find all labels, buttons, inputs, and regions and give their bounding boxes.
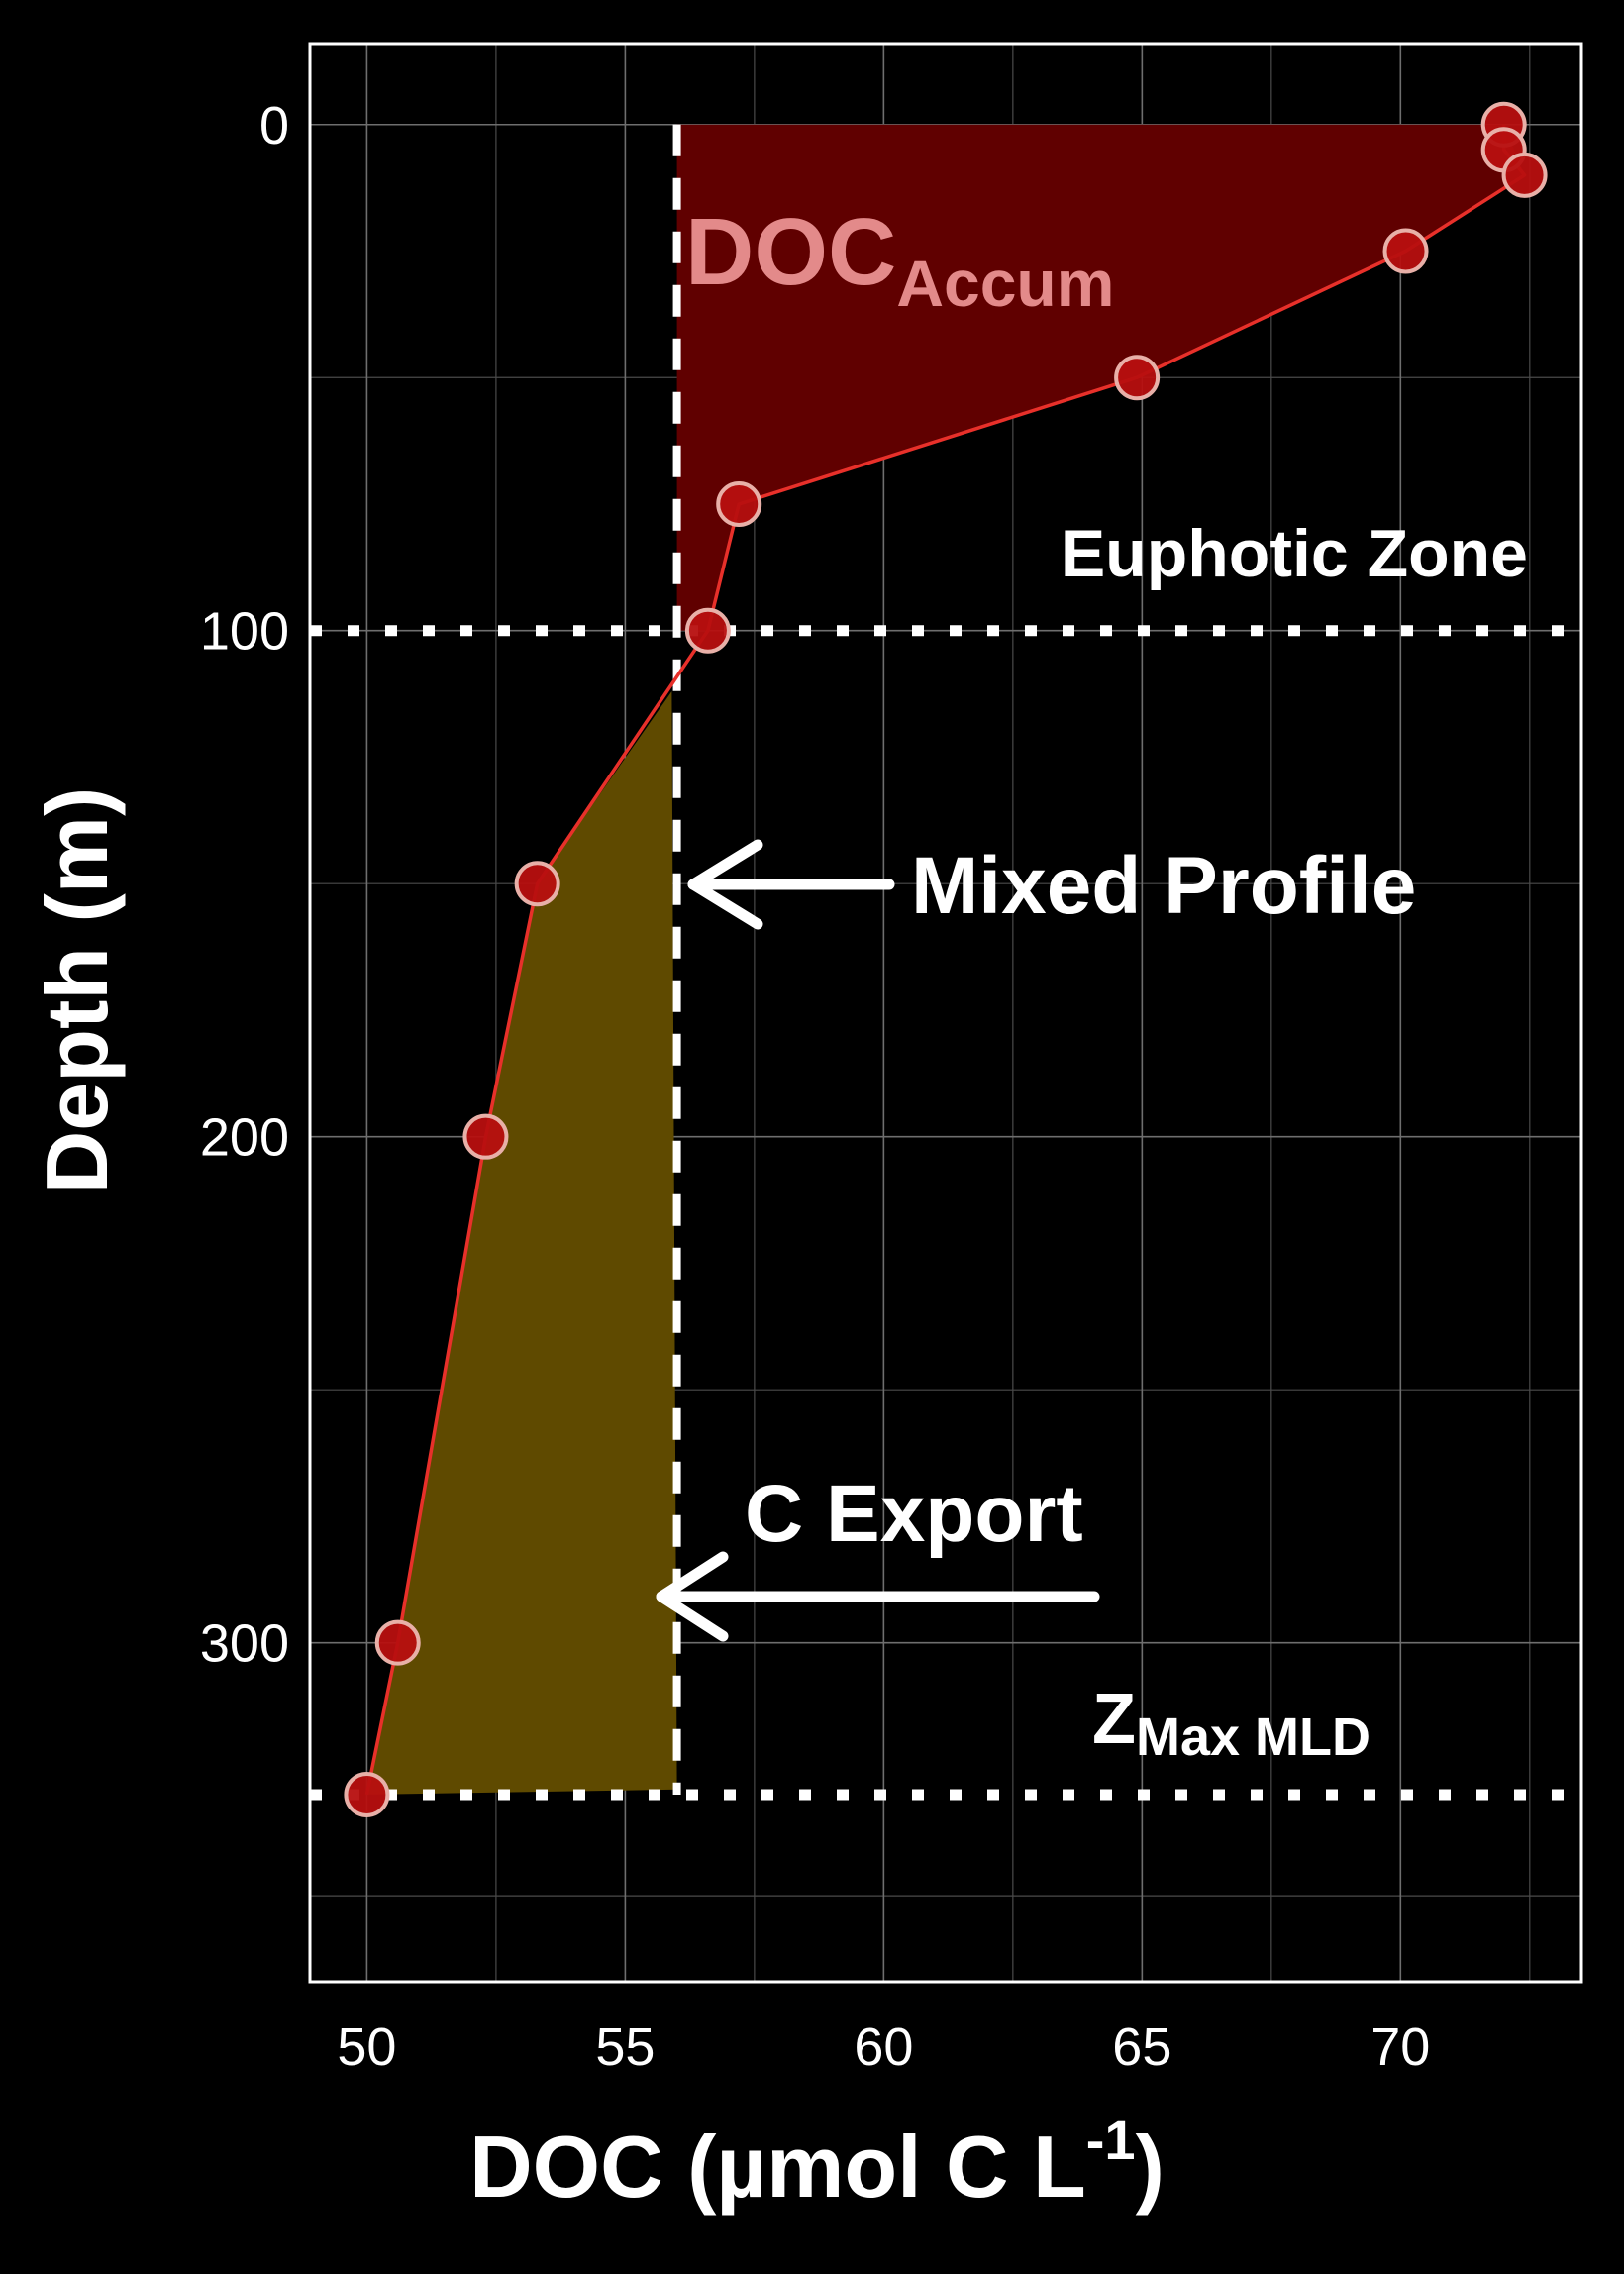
reference-lines bbox=[310, 124, 1581, 1801]
c-export-area bbox=[366, 691, 677, 1795]
doc-accum-area bbox=[676, 124, 1525, 631]
mixed-profile-arrow-head bbox=[687, 839, 763, 930]
y-tick-label: 200 bbox=[200, 1108, 289, 1168]
y-tick-label: 100 bbox=[200, 602, 289, 662]
x-tick-label: 60 bbox=[854, 2017, 913, 2077]
data-point bbox=[716, 480, 762, 527]
mixed-profile-label: Mixed Profile bbox=[911, 841, 1416, 931]
y-tick-label: 300 bbox=[200, 1614, 289, 1674]
data-point bbox=[1501, 152, 1548, 198]
doc-accum-label: DOCAccum bbox=[685, 199, 1114, 320]
data-point bbox=[514, 861, 560, 907]
c-export-arrow-head bbox=[656, 1551, 729, 1642]
c-export-label: C Export bbox=[745, 1469, 1083, 1559]
data-point bbox=[374, 1619, 421, 1666]
data-point bbox=[684, 607, 731, 654]
plot-frame bbox=[308, 42, 1583, 1984]
mixed-profile-arrow bbox=[687, 839, 895, 930]
data-point bbox=[344, 1771, 390, 1817]
x-tick-label: 55 bbox=[595, 2017, 655, 2077]
data-point bbox=[1382, 228, 1429, 274]
euphotic-zone-label: Euphotic Zone bbox=[1061, 516, 1528, 591]
x-tick-label: 50 bbox=[337, 2017, 396, 2077]
tick-labels: 50 55 60 65 70 0 100 200 300 bbox=[200, 96, 1430, 2077]
x-tick-label: 65 bbox=[1112, 2017, 1171, 2077]
zmax-mld-label: ZMax MLD bbox=[1092, 1680, 1370, 1767]
profile-series bbox=[344, 101, 1548, 1817]
x-axis-title: DOC (µmol C L-1) bbox=[469, 2109, 1165, 2216]
c-export-arrow bbox=[656, 1551, 1100, 1642]
x-tick-label: 70 bbox=[1370, 2017, 1430, 2077]
area-fills bbox=[366, 124, 1525, 1795]
y-tick-label: 0 bbox=[259, 96, 289, 155]
data-point bbox=[1114, 355, 1161, 401]
data-point bbox=[462, 1113, 509, 1160]
y-axis-title: Depth (m) bbox=[28, 787, 126, 1194]
